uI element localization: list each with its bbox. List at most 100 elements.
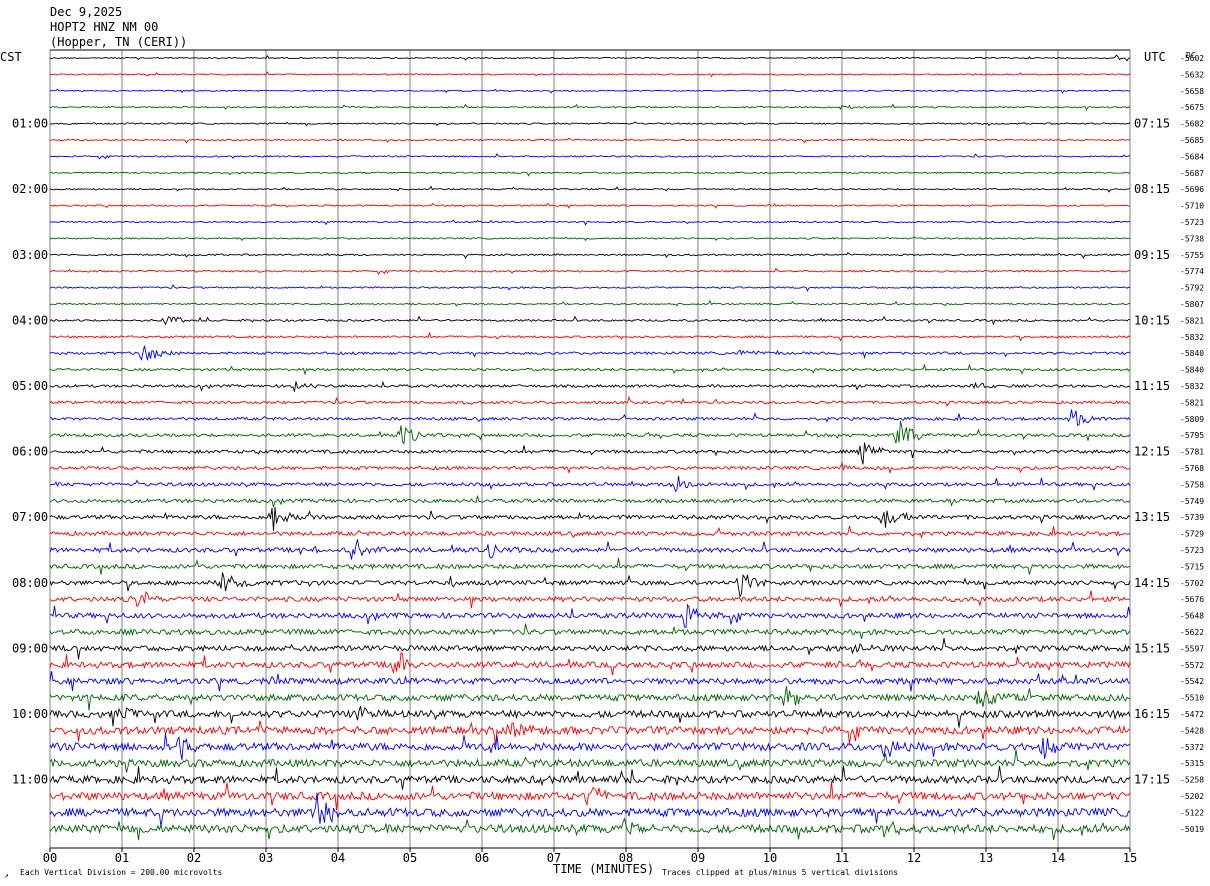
right-hour-label: 17:15: [1134, 773, 1170, 787]
trace-1: [50, 71, 1131, 78]
right-timezone-label: UTC: [1144, 50, 1166, 64]
dc-offset-label: -5372: [1180, 743, 1204, 752]
dc-offset-label: -5315: [1180, 759, 1204, 768]
x-tick-label: 03: [259, 851, 273, 865]
left-hour-label: 08:00: [12, 576, 48, 590]
right-hour-label: 13:15: [1134, 510, 1170, 524]
dc-offset-label: -5622: [1180, 628, 1204, 637]
dc-offset-label: -5602: [1180, 54, 1204, 63]
trace-46: [49, 792, 1131, 828]
left-hour-label: 05:00: [12, 379, 48, 393]
x-tick-label: 06: [475, 851, 489, 865]
trace-40: [49, 705, 1131, 728]
dc-offset-label: -5682: [1180, 120, 1204, 129]
trace-8: [49, 185, 1131, 193]
trace-22: [49, 409, 1131, 426]
trace-42: [49, 733, 1131, 760]
trace-37: [49, 652, 1131, 676]
dc-offset-label: -5685: [1180, 136, 1204, 145]
dc-offset-label: -5715: [1180, 562, 1204, 571]
x-tick-label: 05: [403, 851, 417, 865]
x-tick-label: 02: [187, 851, 201, 865]
trace-45: [49, 781, 1131, 810]
footer-scale-note: Each Vertical Division = 200.00 microvol…: [20, 868, 222, 877]
trace-36: [49, 638, 1131, 660]
left-hour-label: 09:00: [12, 641, 48, 655]
right-hour-label: 12:15: [1134, 445, 1170, 459]
dc-offset-label: -5807: [1180, 300, 1204, 309]
trace-26: [49, 475, 1131, 493]
dc-offset-label: -5723: [1180, 546, 1204, 555]
dc-offset-label: -5840: [1180, 349, 1204, 358]
dc-offset-label: -5572: [1180, 661, 1204, 670]
dc-offset-label: -5809: [1180, 415, 1204, 424]
trace-39: [49, 686, 1131, 711]
left-hour-label: 01:00: [12, 117, 48, 131]
dc-offset-label: -5749: [1180, 497, 1204, 506]
header-station: HOPT2 HNZ NM 00: [50, 20, 158, 34]
dc-offset-label: -5202: [1180, 792, 1204, 801]
dc-offset-label: -5687: [1180, 169, 1204, 178]
left-hour-label: 04:00: [12, 313, 48, 327]
dc-offset-label: -5702: [1180, 579, 1204, 588]
dc-offset-label: -5792: [1180, 284, 1204, 293]
dc-offset-label: -5832: [1180, 333, 1204, 342]
trace-30: [49, 539, 1131, 560]
dc-offset-label: -5675: [1180, 103, 1204, 112]
trace-33: [49, 590, 1131, 609]
trace-14: [49, 284, 1131, 292]
trace-15: [49, 299, 1131, 307]
x-tick-label: 15: [1123, 851, 1137, 865]
left-hour-labels: 01:00 02:00 03:00 04:00 05:00 06:00 07:00 08:00…: [12, 117, 48, 787]
trace-25: [49, 461, 1131, 475]
dc-offset-label: -5710: [1180, 202, 1204, 211]
trace-20: [49, 380, 1131, 392]
dc-offset-label: -5258: [1180, 776, 1204, 785]
right-hour-label: 15:15: [1134, 641, 1170, 655]
left-hour-label: 11:00: [12, 773, 48, 787]
dc-offset-label: -5472: [1180, 710, 1204, 719]
dc-offset-label: -5832: [1180, 382, 1204, 391]
dc-offset-label: -5428: [1180, 726, 1204, 735]
trace-19: [49, 363, 1131, 376]
trace-10: [49, 219, 1131, 226]
dc-offset-label: -5723: [1180, 218, 1204, 227]
trace-43: [49, 749, 1131, 773]
x-tick-label: 13: [979, 851, 993, 865]
right-hour-label: 07:15: [1134, 117, 1170, 131]
dc-offset-label: -5019: [1180, 825, 1204, 834]
x-tick-label: 01: [115, 851, 129, 865]
right-hour-label: 10:15: [1134, 313, 1170, 327]
dc-offset-label: -5795: [1180, 431, 1204, 440]
trace-9: [49, 202, 1131, 209]
trace-32: [49, 572, 1131, 599]
dc-offset-label: -5781: [1180, 448, 1204, 457]
dc-offset-label: -5774: [1180, 267, 1204, 276]
left-timezone-label: CST: [0, 50, 22, 64]
scale-mark-icon: ↗: [4, 871, 9, 880]
trace-13: [49, 267, 1131, 275]
dc-offset-label: -5729: [1180, 530, 1204, 539]
left-hour-label: 06:00: [12, 445, 48, 459]
trace-34: [49, 603, 1131, 628]
trace-4: [49, 121, 1131, 127]
trace-23: [49, 420, 1131, 445]
dc-offset-labels: -5602 -5632 -5658 -5675 -5682 -5685 -5684 -5687…: [1180, 54, 1204, 834]
trace-38: [49, 671, 1131, 692]
dc-offset-label: -5542: [1180, 677, 1204, 686]
trace-24: [49, 442, 1131, 465]
x-tick-label: 07: [547, 851, 561, 865]
dc-offset-label: -5597: [1180, 644, 1204, 653]
x-tick-label: 12: [907, 851, 921, 865]
trace-7: [49, 171, 1131, 177]
header-date: Dec 9,2025: [50, 5, 122, 19]
trace-44: [49, 765, 1131, 790]
dc-offset-label: -5739: [1180, 513, 1204, 522]
trace-16: [49, 315, 1131, 326]
trace-28: [49, 506, 1131, 531]
trace-2: [49, 88, 1131, 94]
trace-5: [49, 137, 1131, 144]
dc-offset-label: -5684: [1180, 152, 1204, 161]
grid-lines: [49, 49, 1131, 849]
trace-31: [49, 557, 1131, 575]
